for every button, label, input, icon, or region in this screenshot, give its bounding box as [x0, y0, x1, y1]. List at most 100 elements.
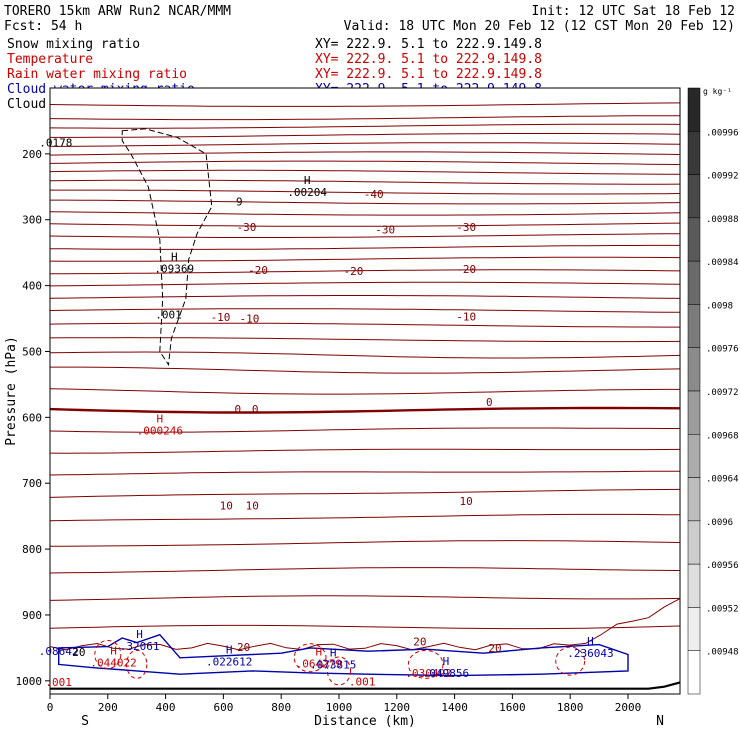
colorbar-label: .00952	[706, 604, 739, 614]
colorbar-segment	[687, 477, 701, 522]
temperature-contour	[50, 366, 681, 374]
temperature-contour	[50, 133, 681, 138]
temperature-contour	[50, 199, 681, 205]
extremum-value: .073815	[310, 658, 356, 671]
y-tick-label: 800	[22, 543, 42, 556]
temperature-contour	[49, 595, 681, 601]
x-tick-label: 400	[156, 701, 176, 714]
extremum-mark: H	[157, 413, 164, 426]
colorbar-label: .00988	[706, 215, 739, 225]
colorbar: .00996 .00992 .00988 .00984 .0098 .00976 .0097…	[687, 87, 739, 695]
extremum-value: .00204	[287, 186, 327, 199]
extremum-mark: H	[315, 646, 322, 659]
temperature-label: -20	[344, 265, 364, 278]
temperature-contour	[49, 427, 680, 433]
y-tick-label: 300	[22, 214, 42, 227]
extremum-value: .064279	[296, 658, 342, 671]
rain-contour	[555, 646, 586, 676]
colorbar-segment	[687, 304, 701, 348]
temperature-contour	[50, 269, 681, 275]
x-tick-label: 1600	[499, 701, 526, 714]
y-tick-label: 700	[22, 477, 42, 490]
colorbar-segment	[687, 217, 701, 262]
x-axis-label: Distance (km)	[314, 714, 416, 729]
axes: 0 200 400 600 800 1000 1200 1400 1600 1800 2000200…	[16, 148, 642, 714]
extremum-value: .001	[45, 676, 72, 689]
colorbar-segment	[687, 434, 701, 478]
x-tick-label: 1200	[384, 701, 411, 714]
temperature-label: -30	[375, 224, 395, 237]
extremum-value: .022612	[206, 656, 252, 669]
x-tick-label: 1000	[326, 701, 353, 714]
temperature-contour	[49, 102, 681, 107]
temperature-contour	[49, 179, 681, 185]
temperature-contour	[49, 233, 681, 238]
colorbar-segment	[687, 607, 701, 651]
colorbar-segment	[687, 87, 701, 132]
colorbar-label: .00964	[706, 475, 739, 485]
figure-header: TORERO 15km ARW Run2 NCAR/MMM Init: 12 U…	[4, 4, 735, 34]
temperature-contour	[49, 624, 681, 630]
terrain-line	[50, 681, 681, 690]
temperature-label: 20	[488, 642, 501, 655]
cloud-water-contour	[58, 633, 629, 677]
temperature-contour	[49, 308, 681, 313]
colorbar-label: .0098	[706, 301, 733, 311]
y-tick-label: 500	[22, 345, 42, 358]
legend-field-coords: XY= 222.9. 5.1 to 222.9.149.8	[315, 67, 542, 82]
legend-field-name: Temperature	[7, 52, 93, 67]
forecast-hour: Fcst: 54 h	[4, 19, 82, 34]
temperature-label: 20	[237, 641, 250, 654]
legend-field-coords: XY= 222.9. 5.1 to 222.9.149.8	[315, 37, 542, 52]
temperature-contour	[49, 488, 681, 498]
misc-label: 20	[72, 646, 85, 659]
extremum-value: .09369	[154, 262, 194, 275]
y-tick-label: 900	[22, 609, 42, 622]
extremum-value: .236043	[567, 647, 613, 660]
temperature-contour	[50, 142, 681, 147]
temperature-contour	[49, 169, 680, 175]
colorbar-label: .00972	[706, 388, 739, 398]
extremum-mark: H	[226, 644, 233, 657]
misc-label: 9	[236, 195, 243, 208]
colorbar-label: .00976	[706, 345, 739, 355]
colorbar-segment	[687, 260, 701, 305]
valid-time: Valid: 18 UTC Mon 20 Feb 12 (12 CST Mon …	[344, 19, 735, 34]
temperature-label: 0	[235, 403, 242, 416]
temperature-contour	[49, 295, 681, 299]
temperature-label: -20	[248, 264, 268, 277]
temperature-contour	[49, 470, 680, 476]
colorbar-units: g kg⁻¹	[703, 87, 732, 96]
terrain-profile	[50, 681, 681, 690]
temperature-contour	[49, 256, 681, 262]
temperature-contours	[49, 102, 681, 655]
temperature-contour	[49, 388, 680, 395]
rain-contour	[293, 643, 327, 673]
temperature-label: 10	[220, 500, 233, 513]
extremum-value: .0178	[39, 137, 72, 150]
y-tick-label: 400	[22, 280, 42, 293]
extremum-value: .001	[349, 675, 376, 688]
temperature-label: -10	[211, 311, 231, 324]
temperature-contour	[49, 337, 681, 343]
colorbar-label: .00992	[706, 172, 739, 182]
temperature-contour	[49, 567, 681, 574]
extremum-value: .030492	[405, 667, 451, 680]
y-tick-label: 1000	[16, 675, 43, 688]
temperature-contour	[49, 513, 681, 522]
colorbar-label: .00956	[706, 561, 739, 571]
rain-contour	[326, 656, 352, 686]
legend-field-coords: XY= 222.9. 5.1 to 222.9.149.8	[315, 52, 542, 67]
init-time: Init: 12 UTC Sat 18 Feb 12	[532, 4, 736, 19]
extremum-value: .049856	[423, 667, 469, 680]
temperature-contour	[49, 151, 681, 156]
temperature-label: 0	[252, 403, 259, 416]
extremum-mark: H	[587, 635, 594, 648]
temperature-label: 20	[413, 635, 426, 648]
colorbar-segment	[687, 520, 701, 565]
x-tick-label: 200	[98, 701, 118, 714]
north-end-label: N	[656, 714, 664, 729]
colorbar-label: .0096	[706, 518, 733, 528]
